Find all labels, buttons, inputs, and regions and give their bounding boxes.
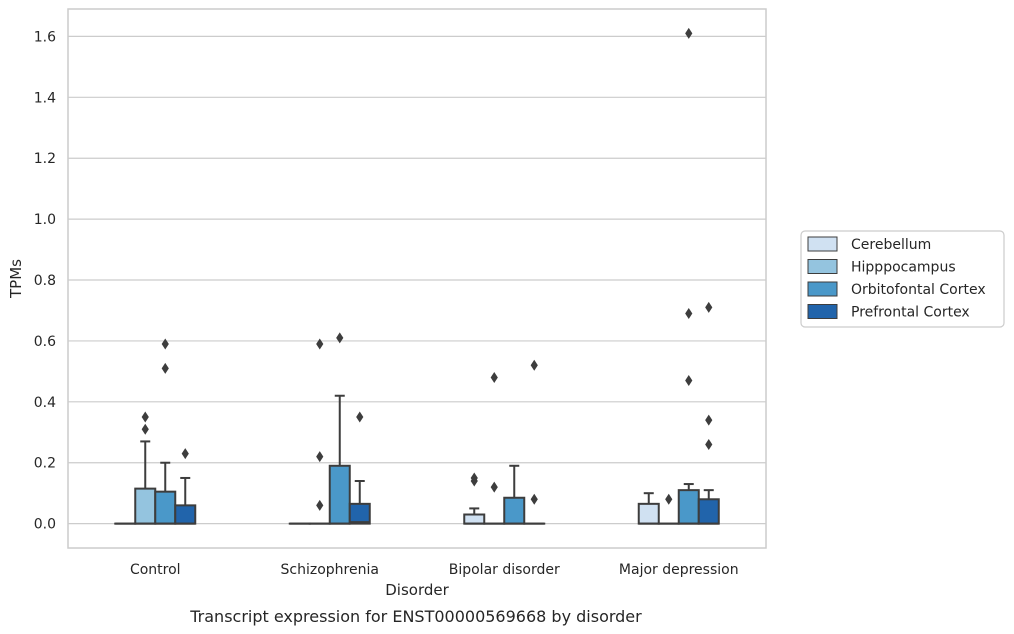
legend-swatch (807, 259, 838, 274)
legend: Cerebellum Hipppocampus Orbitofontal Corte… (800, 230, 1005, 328)
box-rect (697, 498, 720, 525)
box-rect (348, 502, 371, 525)
x-axis-title: Disorder (385, 581, 449, 599)
plot-area (67, 8, 767, 549)
outlier-point (470, 472, 478, 484)
outlier-point (685, 308, 693, 320)
outlier-point (490, 371, 498, 383)
y-tick-label: 1.0 (34, 212, 56, 228)
outlier-point (316, 338, 324, 350)
plot-background (68, 9, 766, 548)
outlier-point (141, 423, 149, 435)
legend-swatch (807, 236, 838, 252)
y-tick-label: 1.4 (34, 90, 56, 106)
x-tick-label: Major depression (619, 562, 739, 578)
legend-label: Cerebellum (851, 237, 931, 253)
box-rect (503, 496, 526, 525)
y-axis-title: TPMs (7, 259, 25, 299)
box-cerebellum (463, 472, 486, 525)
box-prefrontal-cortex (697, 301, 720, 525)
outlier-point (705, 301, 713, 313)
x-tick-label: Bipolar disorder (449, 562, 560, 578)
box-prefrontal-cortex (174, 448, 197, 525)
box-rect (174, 504, 197, 525)
outlier-point (316, 499, 324, 511)
y-tick-label: 0.8 (34, 273, 56, 289)
box-series (114, 27, 720, 525)
y-tick-label: 0.4 (34, 395, 56, 411)
box-prefrontal-cortex (523, 359, 546, 525)
box-rect (134, 487, 157, 525)
y-tick-label: 0.0 (34, 517, 56, 533)
box-rect (463, 513, 486, 525)
legend-item: Prefrontal Cortex (807, 304, 970, 321)
legend-swatch (807, 304, 838, 319)
box-orbitofontal-cortex (328, 332, 351, 525)
box-cerebellum (637, 492, 660, 525)
outlier-point (490, 481, 498, 493)
box-rect (677, 489, 700, 525)
box-orbitofontal-cortex (677, 27, 700, 525)
x-tick-label: Control (130, 562, 181, 578)
outlier-point (141, 411, 149, 423)
plot-frame (67, 8, 767, 549)
outlier-point (685, 27, 693, 39)
box-orbitofontal-cortex (503, 464, 526, 525)
legend-swatch (807, 281, 838, 297)
outlier-point (181, 448, 189, 460)
box-hipppocampus (308, 338, 331, 525)
legend-label: Hipppocampus (851, 260, 956, 276)
outlier-point (161, 338, 169, 350)
y-tick-label: 0.2 (34, 456, 56, 472)
y-tick-label: 0.6 (34, 334, 56, 350)
box-rect (637, 502, 660, 525)
y-tick-label: 1.6 (34, 29, 56, 45)
outlier-point (665, 493, 673, 505)
legend-item: Orbitofontal Cortex (807, 281, 986, 298)
legend-item: Hipppocampus (807, 259, 956, 276)
legend-item: Cerebellum (807, 236, 931, 253)
outlier-point (356, 411, 364, 423)
outlier-point (705, 438, 713, 450)
box-rect (328, 464, 351, 525)
box-hipppocampus (483, 371, 506, 525)
outlier-point (530, 359, 538, 371)
y-tick-label: 1.2 (34, 151, 56, 167)
legend-label: Orbitofontal Cortex (851, 282, 986, 298)
legend-frame (800, 230, 1005, 328)
outlier-point (685, 375, 693, 387)
outlier-point (530, 493, 538, 505)
x-tick-label: Schizophrenia (281, 562, 379, 578)
x-axis-ticks: Control Schizophrenia Bipolar disorder Majo… (130, 562, 739, 578)
chart-caption: Transcript expression for ENST0000056966… (189, 607, 642, 626)
outlier-point (161, 362, 169, 374)
outlier-point (705, 414, 713, 426)
outlier-point (336, 332, 344, 344)
grid-lines (68, 35, 766, 525)
y-axis-ticks: 0.0 0.2 0.4 0.6 0.8 1.0 1.2 1.4 1.6 (34, 29, 56, 532)
box-rect (154, 490, 177, 525)
box-prefrontal-cortex (348, 411, 371, 525)
outlier-point (316, 451, 324, 463)
legend-label: Prefrontal Cortex (851, 305, 970, 321)
